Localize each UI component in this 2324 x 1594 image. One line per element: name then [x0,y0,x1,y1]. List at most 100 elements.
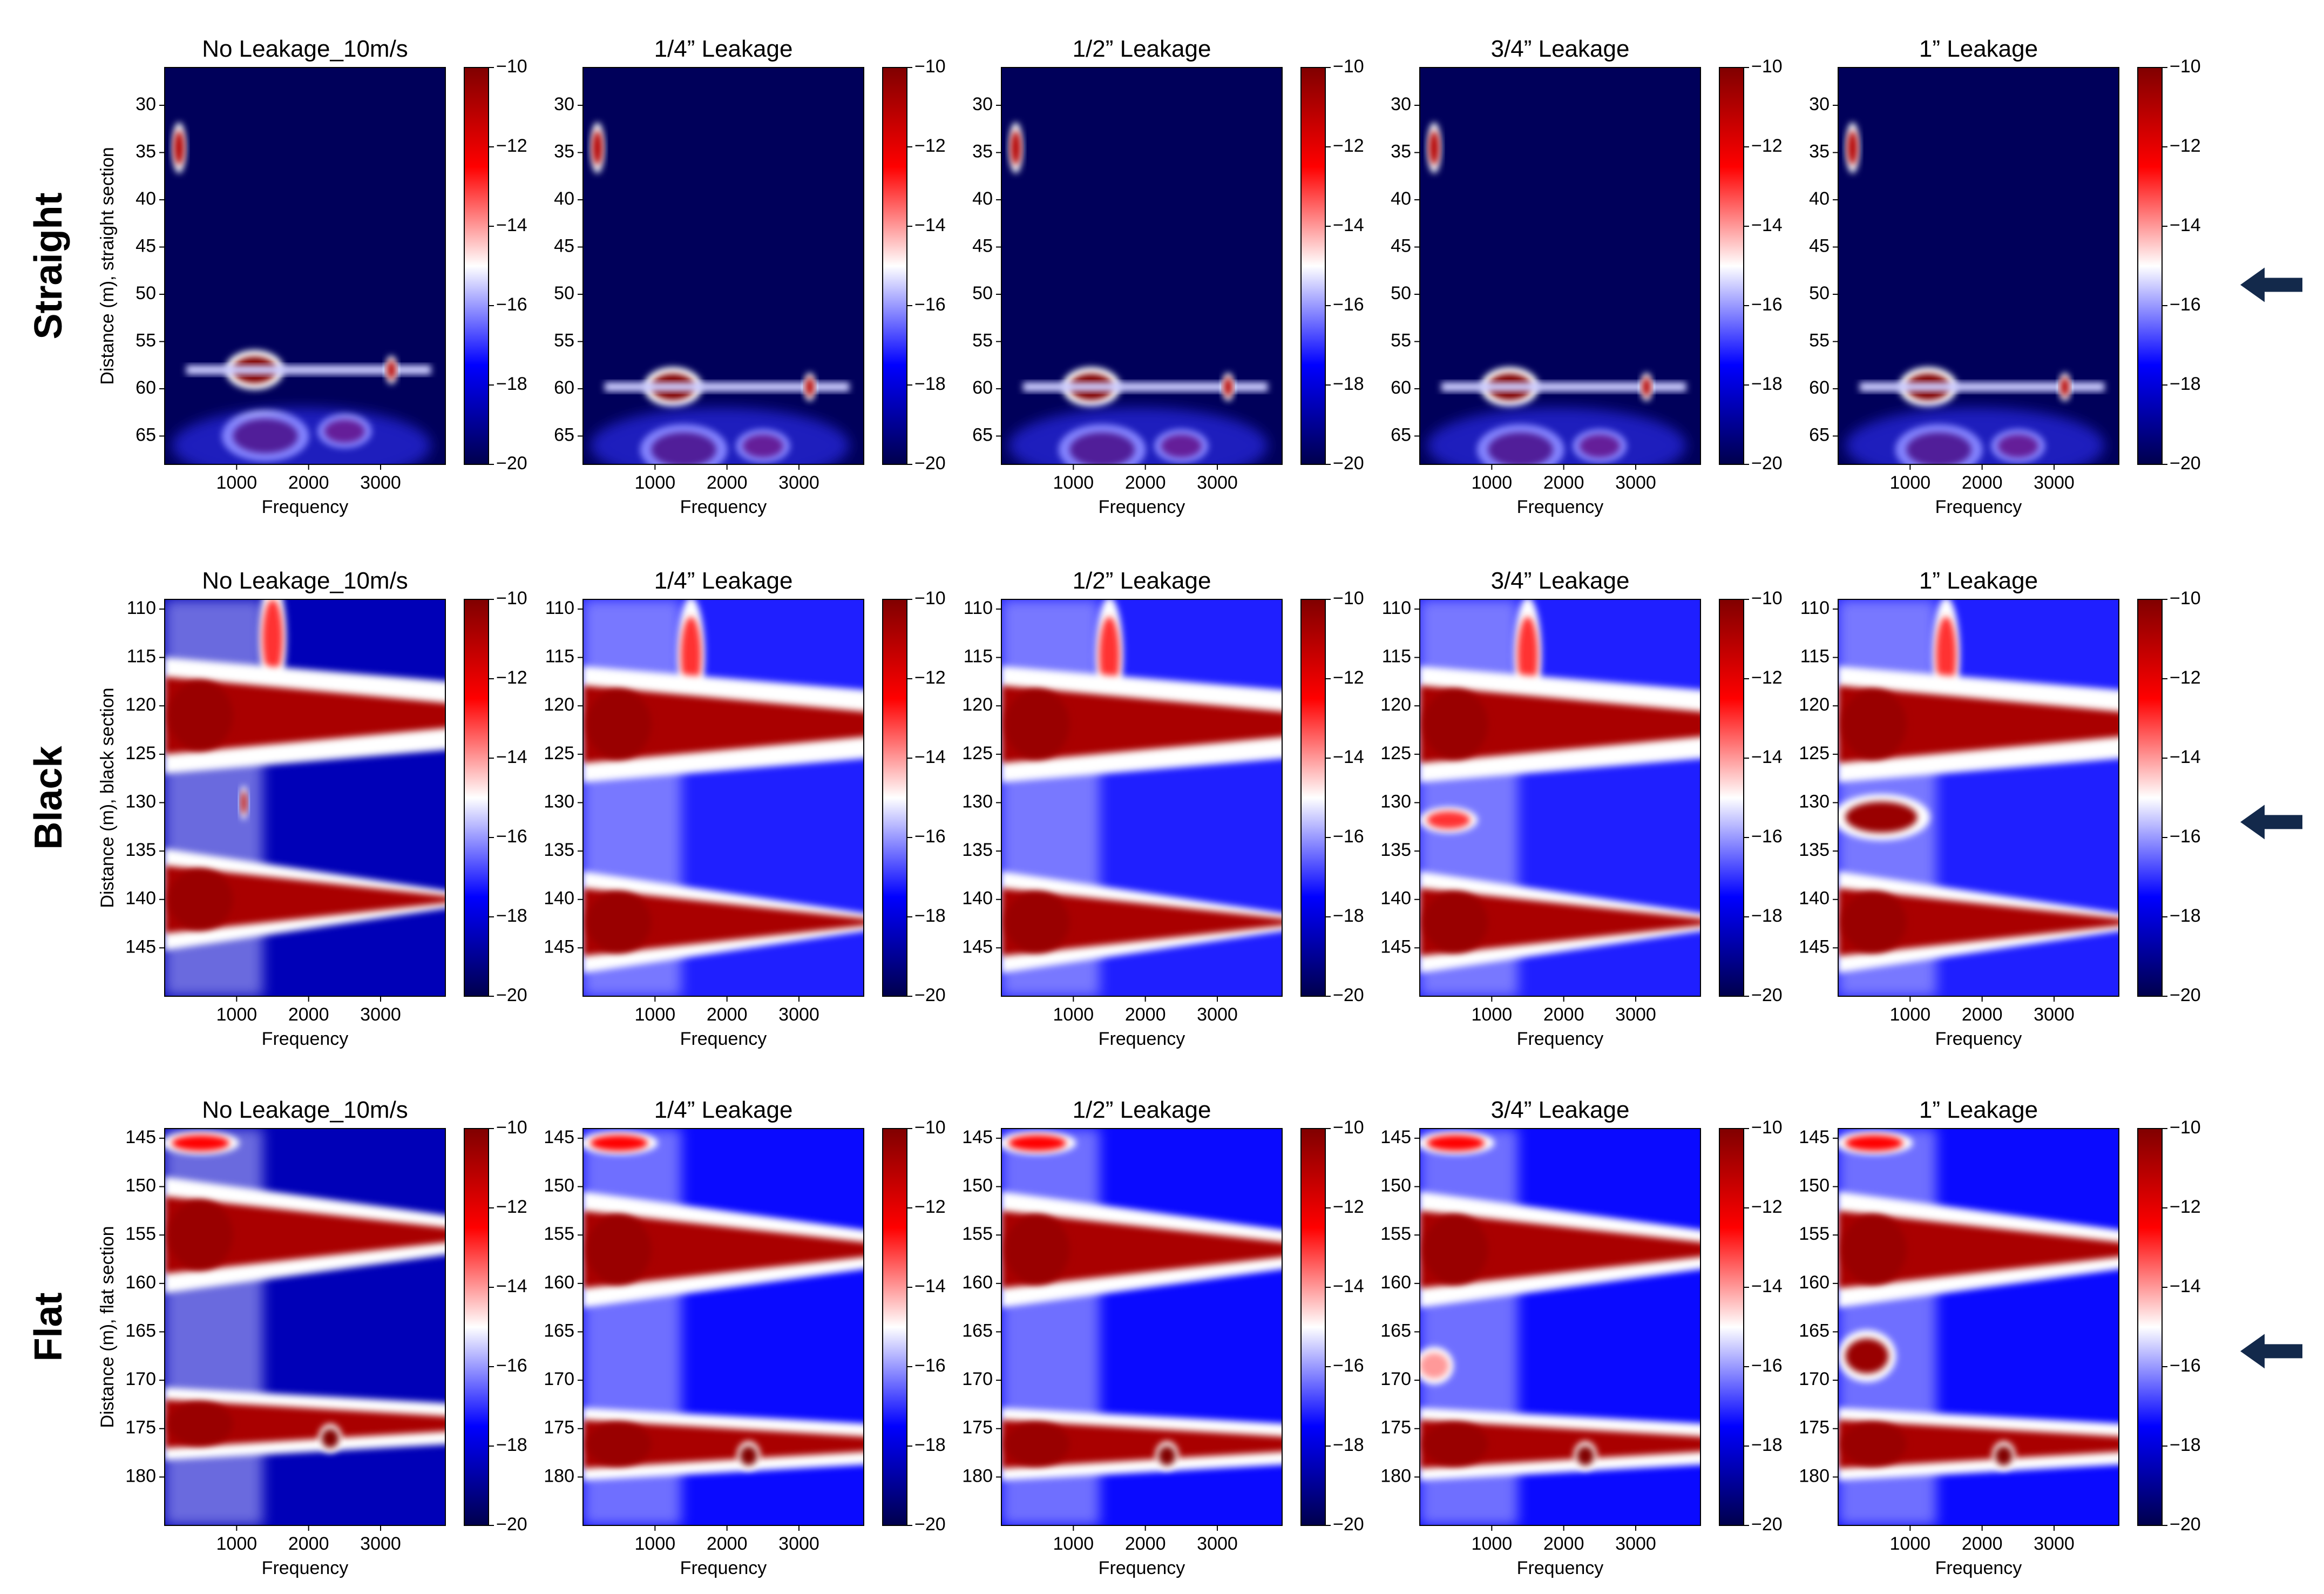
row-straight: Straight No Leakage_10m/s 30 35 40 45 50 55 60 65… [27,36,2302,517]
y-tick-label: 130 [962,791,993,812]
colorbar-tick-label: −16 [496,826,527,847]
row-flat: Flat No Leakage_10m/s 145 150 155 160 165 170 17… [27,1097,2302,1578]
x-tick-label: 1000 [1053,1004,1094,1025]
panel-title: 3/4” Leakage [1491,1097,1630,1123]
y-tick-label: 130 [544,791,574,812]
heatmap [1001,67,1282,464]
y-tick-label: 120 [1799,694,1830,715]
plot-frame [582,599,864,997]
heatmap-mark [586,689,652,759]
panel-title: 1/2” Leakage [1073,36,1211,62]
y-tick-label: 155 [1799,1224,1830,1244]
heatmap-mark [1001,685,1282,763]
heatmap [1420,599,1700,996]
heatmap [583,1129,864,1525]
x-tick-label: 1000 [1472,472,1513,493]
y-tick-label: 65 [1809,424,1830,445]
colorbar-tick-label: −20 [914,1514,946,1535]
plot-frame [164,67,446,465]
y-tick-label: 65 [554,424,574,445]
y-tick-label: 35 [135,141,156,161]
y-tick-label: 140 [544,888,574,909]
x-axis-label: Frequency [680,1558,767,1578]
y-tick-label: 145 [544,1127,574,1147]
x-tick-label: 1000 [1472,1004,1513,1025]
y-tick-label: 130 [1799,791,1830,812]
row-label-black: Black [27,745,70,849]
y-tick-label: 65 [135,424,156,445]
y-tick-label: 175 [125,1417,156,1438]
x-axis-label: Frequency [680,1029,767,1049]
x-tick-label: 3000 [778,1004,819,1025]
panel-title: 1” Leakage [1919,36,2038,62]
heatmap-mark [1420,1353,1449,1379]
row-label-flat: Flat [27,1292,70,1361]
colorbar-tick-label: −12 [914,667,946,688]
colorbar-tick-label: −14 [914,1276,946,1296]
colorbar-tick-label: −12 [2170,667,2201,688]
colorbar-tick-label: −10 [496,56,527,77]
colorbar-tick-label: −20 [1333,1514,1364,1535]
heatmap-mark [1841,689,1907,759]
colorbar-tick-label: −16 [2170,826,2201,847]
heatmap-mark [590,408,850,464]
y-tick-label: 160 [544,1272,574,1293]
x-tick-label: 1000 [1472,1534,1513,1554]
heatmap-mark [1420,1420,1700,1469]
colorbar [1300,67,1326,465]
colorbar-tick-label: −14 [496,215,527,235]
x-tick-label: 1000 [1053,1534,1094,1554]
y-tick-label: 65 [1391,424,1411,445]
y-tick-label: 170 [1799,1369,1830,1389]
y-tick-label: 130 [1380,791,1411,812]
y-tick-label: 40 [554,188,574,209]
x-tick-label: 2000 [707,1534,748,1554]
panel-straight-e: 1” Leakage 30 35 40 45 50 55 60 65 1000 2000 3000 Fr… [1809,36,2201,517]
heatmap [1420,1129,1700,1525]
y-tick-label: 155 [125,1224,156,1244]
heatmap-mark [1427,811,1471,829]
y-tick-label: 40 [972,188,993,209]
x-axis-label: Frequency [1517,1558,1604,1578]
heatmap [1838,599,2119,996]
heatmap-mark [583,685,864,763]
plot-frame [164,599,446,997]
heatmap-mark [165,865,445,934]
panel-title: 3/4” Leakage [1491,36,1630,62]
x-axis-label: Frequency [1517,1029,1604,1049]
y-tick-label: 65 [972,424,993,445]
x-tick-label: 2000 [1125,1534,1166,1554]
x-tick-label: 3000 [1197,1004,1238,1025]
colorbar-tick-label: −10 [1751,588,1783,609]
y-tick-label: 60 [1391,377,1411,398]
heatmap-mark [172,408,431,464]
heatmap-mark [592,131,602,165]
colorbar-tick-label: −10 [2170,56,2201,77]
heatmap-mark [605,382,850,392]
x-tick-label: 3000 [2034,472,2075,493]
y-tick-label: 45 [1391,235,1411,256]
y-tick-label: 40 [1809,188,1830,209]
colorbar-tick-label: −20 [914,985,946,1005]
colorbar [1719,599,1744,997]
colorbar-tick-label: −14 [1333,1276,1364,1296]
colorbar-tick-label: −10 [914,588,946,609]
y-tick-label: 135 [1380,840,1411,860]
heatmap-mark [1838,685,2119,763]
x-tick-label: 3000 [360,472,401,493]
heatmap-mark [172,1135,229,1151]
heatmap [165,1129,445,1525]
heatmap-mark [1423,891,1488,953]
heatmap [1001,1129,1282,1525]
colorbar-tick-label: −16 [1751,1355,1783,1376]
colorbar-tick-label: −10 [914,1117,946,1138]
heatmap-mark [1847,131,1858,165]
panel-title: 1/4” Leakage [654,568,793,594]
x-tick-label: 1000 [635,1004,676,1025]
y-tick-label: 110 [127,598,156,618]
colorbar [2137,67,2163,465]
panel-title: No Leakage_10m/s [202,568,408,594]
y-tick-label: 130 [125,791,156,812]
y-tick-label: 50 [1391,283,1411,303]
x-tick-label: 1000 [216,1534,258,1554]
